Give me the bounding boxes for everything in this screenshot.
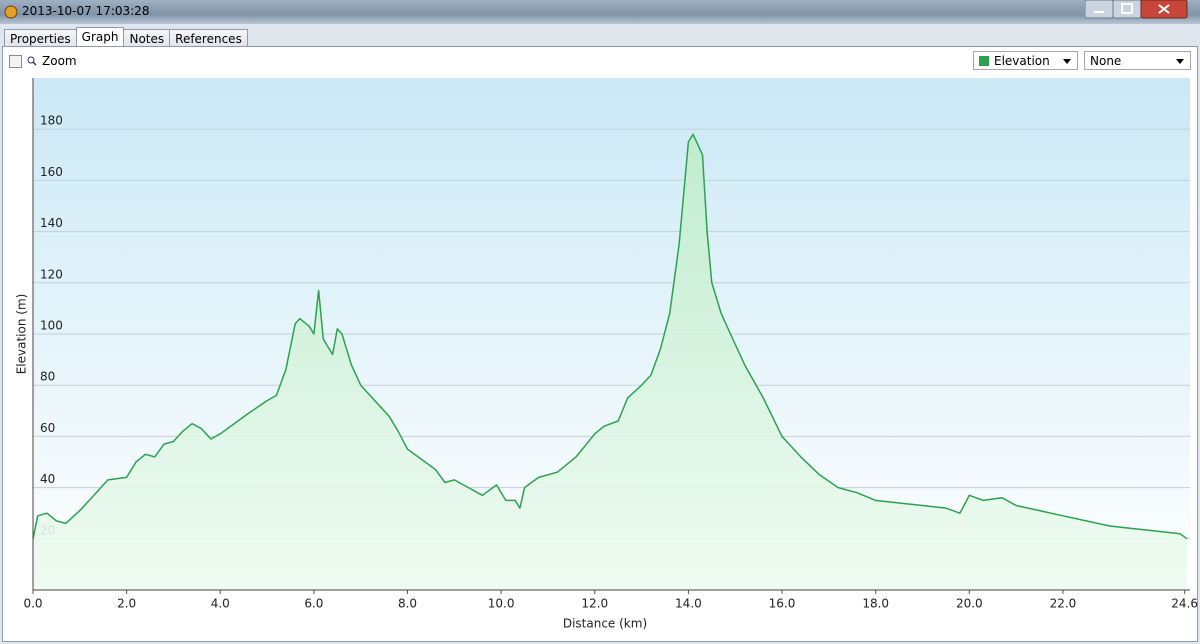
tab[interactable]: Properties: [4, 29, 77, 49]
select-label: None: [1090, 53, 1122, 68]
area-fill: [33, 134, 1187, 591]
x-axis-label: Distance (km): [563, 617, 647, 631]
y-tick-label: 40: [40, 472, 55, 486]
x-tick-label: 12.0: [581, 597, 608, 611]
tab[interactable]: Graph: [75, 27, 125, 49]
y-tick-label: 180: [40, 114, 63, 128]
zoom-toggle[interactable]: Zoom: [9, 54, 77, 68]
line: [32, 133, 1188, 540]
tab-strip: Properties Graph Notes References: [4, 27, 248, 49]
x-tick-label: 20.0: [956, 597, 983, 611]
window-title: 2013-10-07 17:03:28: [22, 4, 150, 18]
zoom-label: Zoom: [42, 54, 77, 68]
y-tick-label: 120: [40, 267, 63, 281]
x-tick-label: 14.0: [675, 597, 702, 611]
x-tick-label: 16.0: [769, 597, 796, 611]
app-icon: [4, 5, 18, 19]
y-tick-label: 60: [40, 421, 55, 435]
y-tick-label: 140: [40, 216, 63, 230]
y-axis-label: Elevation (m): [15, 294, 29, 375]
tab[interactable]: References: [169, 29, 248, 49]
window-controls[interactable]: [1085, 0, 1195, 20]
checkbox[interactable]: [9, 54, 22, 68]
y-tick-label: 160: [40, 165, 63, 179]
x-tick-label: 10.0: [488, 597, 515, 611]
second-series-select[interactable]: None: [1084, 51, 1191, 70]
legend-swatch: [979, 55, 989, 66]
x-tick-label: 6.0: [304, 597, 323, 611]
series-select[interactable]: Elevation: [973, 51, 1078, 70]
x-tick-label: 4.0: [211, 597, 230, 611]
y-tick-label: 100: [40, 319, 63, 333]
x-tick-label: 22.0: [1050, 597, 1077, 611]
x-tick-label: 18.0: [862, 597, 889, 611]
tab[interactable]: Notes: [123, 29, 171, 49]
x-tick-label: 0.0: [23, 597, 42, 611]
legend-label: Elevation: [994, 53, 1050, 68]
x-tick-label: 24.6: [1171, 597, 1198, 611]
x-tick-label: 8.0: [398, 597, 417, 611]
y-tick-label: 80: [40, 370, 55, 384]
zoom-icon: [27, 56, 37, 66]
title-bar: 2013-10-07 17:03:28: [0, 0, 1200, 24]
x-tick-label: 2.0: [117, 597, 136, 611]
